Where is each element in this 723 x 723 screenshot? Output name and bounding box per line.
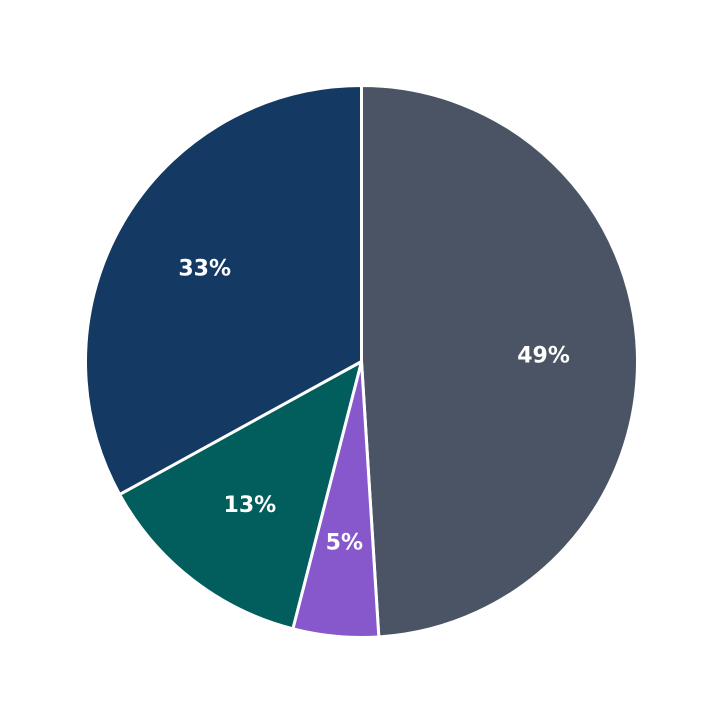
pie-slice-0	[360, 84, 639, 639]
pie-labels: 49% 5% 13% 33%	[178, 256, 570, 555]
pie-slice-label-0: 49%	[517, 343, 570, 368]
pie-slice-label-1: 5%	[326, 530, 363, 555]
pie-slice-3	[84, 84, 363, 496]
pie-slice-label-2: 13%	[224, 493, 277, 518]
pie-slice-2	[118, 360, 363, 631]
pie-slice-label-3: 33%	[178, 256, 231, 281]
pie-slices	[84, 84, 639, 639]
